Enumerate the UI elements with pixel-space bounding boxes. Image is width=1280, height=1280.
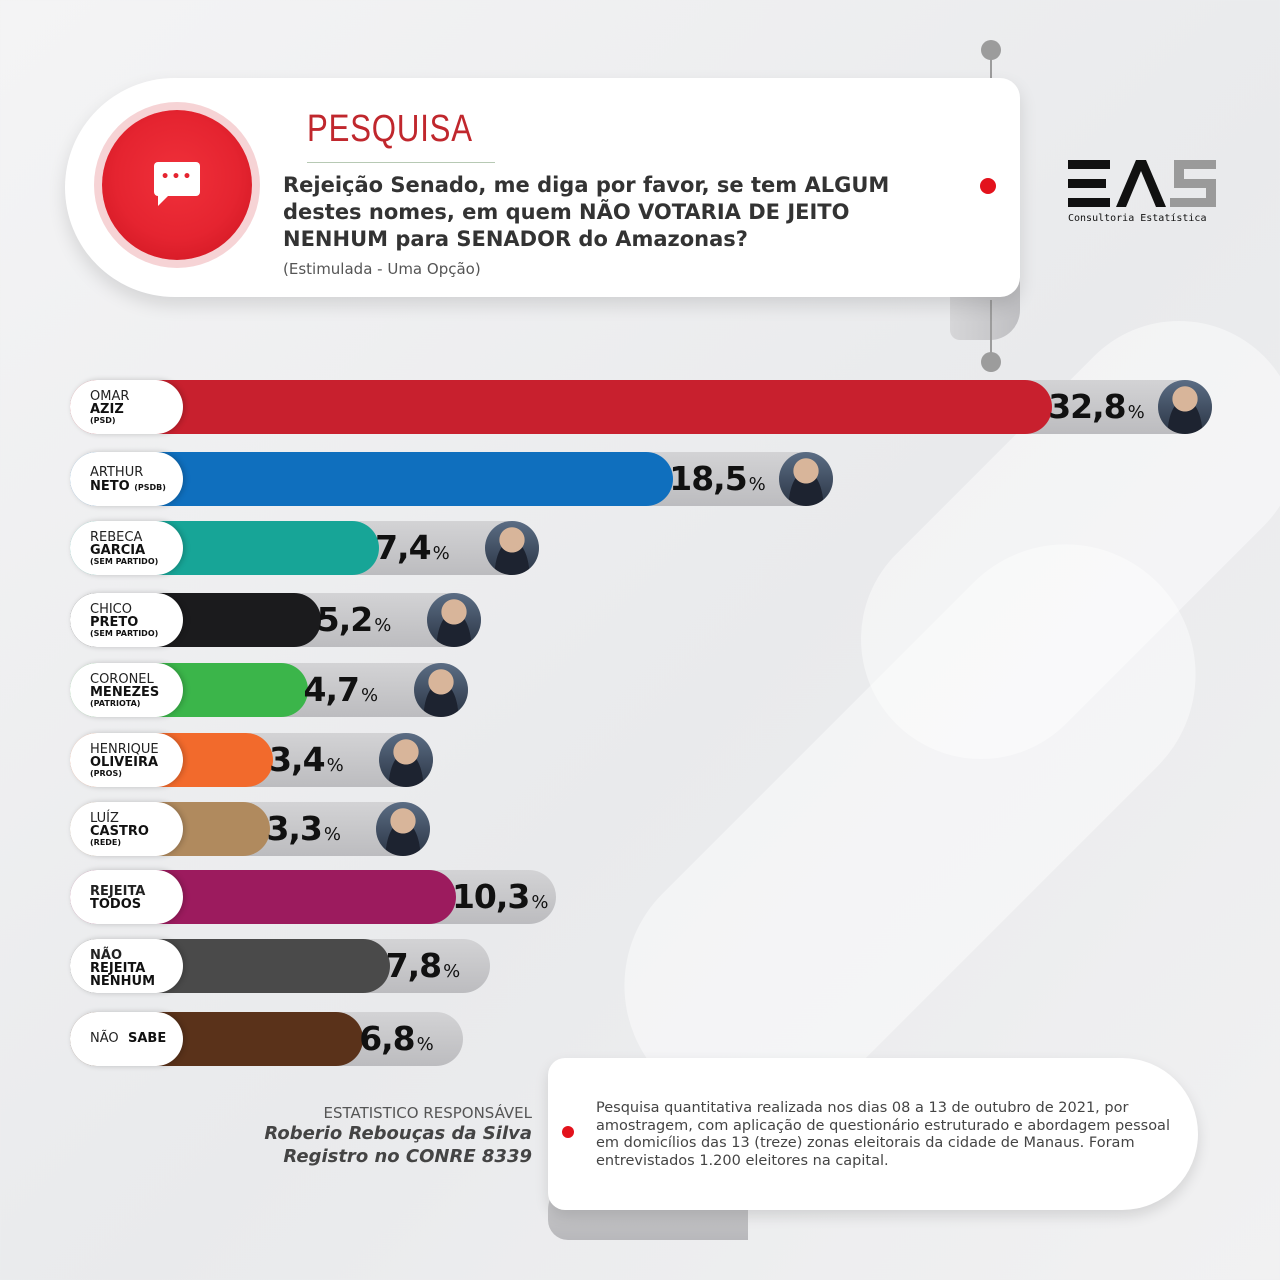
pin-line <box>990 300 992 362</box>
bar-value: 10,3% <box>451 877 549 916</box>
pin <box>981 352 1001 372</box>
candidate-photo <box>426 593 481 647</box>
label-line1: LUÍZ <box>90 811 119 826</box>
label-line1: NÃO <box>90 948 122 963</box>
label-line2: AZIZ <box>90 402 124 417</box>
value-unit: % <box>432 543 450 564</box>
methodology-card <box>548 1058 1198 1210</box>
label-line2: TODOS <box>90 897 142 912</box>
methodology-text: Pesquisa quantitativa realizada nos dias… <box>596 1100 1170 1169</box>
red-dot-marker <box>980 178 996 194</box>
chat-icon-circle: ••• <box>102 110 252 260</box>
label-line1: REJEITA <box>90 884 146 899</box>
candidate-photo <box>485 521 540 575</box>
label-party: (PSD) <box>90 416 116 425</box>
label-name: NETO <box>90 479 130 494</box>
bar-label: OMAR AZIZ (PSD) <box>70 380 183 434</box>
statistician-name: Roberio Rebouças da Silva <box>264 1123 532 1144</box>
bar-value: 4,7% <box>303 670 379 709</box>
bar-label: REBECA GARCIA (SEM PARTIDO) <box>70 521 183 575</box>
label-line2: OLIVEIRA <box>90 755 159 770</box>
value-number: 4,7 <box>303 670 360 709</box>
value-number: 6,8 <box>359 1019 415 1058</box>
bar-value: 18,5% <box>669 459 766 498</box>
candidate-photo <box>379 733 434 787</box>
eas-logo-mark <box>1068 160 1216 207</box>
label-line1: REBECA <box>90 530 143 545</box>
bar-value: 5,2% <box>316 600 392 639</box>
bar <box>70 380 1053 434</box>
value-unit: % <box>326 755 344 776</box>
value-number: 18,5 <box>669 459 747 498</box>
bar-label: LUÍZ CASTRO (REDE) <box>70 802 183 856</box>
label-line1: CORONEL <box>90 672 154 687</box>
label-line2: MENEZES <box>90 685 160 700</box>
eas-logo: Consultoria Estatística <box>1066 158 1218 224</box>
value-unit: % <box>531 892 548 913</box>
value-number: 7,8 <box>385 946 442 985</box>
bar-value: 3,3% <box>266 809 341 848</box>
bar-label: CHICO PRETO (SEM PARTIDO) <box>70 593 183 647</box>
label-line2: NETO (PSDB) <box>90 480 166 494</box>
survey-question: Rejeição Senado, me diga por favor, se t… <box>283 173 890 251</box>
label-line1: OMAR <box>90 389 130 404</box>
bar-value: 7,8% <box>385 946 461 985</box>
statistician-registry: Registro no CONRE 8339 <box>283 1146 532 1167</box>
value-number: 5,2 <box>316 600 373 639</box>
red-dot-marker <box>562 1126 574 1138</box>
label-line2: REJEITA <box>90 961 146 976</box>
candidate-photo <box>779 452 834 506</box>
label-party: (SEM PARTIDO) <box>90 629 159 638</box>
statistician-block: ESTATISTICO RESPONSÁVEL Roberio Rebouças… <box>264 1104 532 1168</box>
value-number: 3,4 <box>269 740 325 779</box>
page-title: PESQUISA <box>307 108 473 150</box>
label-party: NENHUM <box>90 974 156 989</box>
bar-label: ARTHUR NETO (PSDB) <box>70 452 183 506</box>
bar-label: HENRIQUE OLIVEIRA (PROS) <box>70 733 183 787</box>
logo-caption: Consultoria Estatística <box>1068 213 1207 224</box>
title-divider <box>307 162 495 163</box>
value-number: 7,4 <box>375 528 431 567</box>
survey-subtitle: (Estimulada - Uma Opção) <box>283 260 481 278</box>
bar-value: 6,8% <box>359 1019 434 1058</box>
bar-value: 7,4% <box>375 528 450 567</box>
label-line1: HENRIQUE <box>90 742 159 757</box>
label-party: (PSDB) <box>134 483 166 492</box>
value-unit: % <box>748 474 766 495</box>
candidate-photo <box>413 663 468 717</box>
label-line2: CASTRO <box>90 824 149 839</box>
label-line1: ARTHUR <box>90 465 144 480</box>
value-number: 32,8 <box>1048 387 1126 426</box>
label-party: (SEM PARTIDO) <box>90 557 159 566</box>
value-unit: % <box>374 615 391 636</box>
label-line2: GARCIA <box>90 543 146 558</box>
value-unit: % <box>443 961 460 982</box>
value-number: 3,3 <box>266 809 322 848</box>
pin <box>981 40 1001 60</box>
bar-value: 32,8% <box>1048 387 1145 426</box>
label-line2: PRETO <box>90 615 139 630</box>
value-unit: % <box>323 824 341 845</box>
bar-label: REJEITA TODOS <box>70 870 183 924</box>
statistician-label: ESTATISTICO RESPONSÁVEL <box>323 1104 532 1122</box>
value-number: 10,3 <box>451 877 530 916</box>
chat-bubble-icon: ••• <box>154 162 200 206</box>
label-party: (PATRIOTA) <box>90 699 141 708</box>
bar-label: NÃO REJEITA NENHUM <box>70 939 183 993</box>
label-party: (PROS) <box>90 769 122 778</box>
value-unit: % <box>361 685 378 706</box>
value-unit: % <box>416 1034 434 1055</box>
label-line1: NÃO <box>90 1031 119 1046</box>
label-party: (REDE) <box>90 838 122 847</box>
label-line2: SABE <box>128 1031 167 1046</box>
candidate-photo <box>376 802 431 856</box>
candidate-photo <box>1158 380 1213 434</box>
bar-label: CORONEL MENEZES (PATRIOTA) <box>70 663 183 717</box>
label-line1: CHICO <box>90 602 132 617</box>
value-unit: % <box>1127 402 1145 423</box>
bar-value: 3,4% <box>269 740 344 779</box>
pin-line <box>990 52 992 82</box>
bar-label: NÃO SABE <box>70 1012 183 1066</box>
